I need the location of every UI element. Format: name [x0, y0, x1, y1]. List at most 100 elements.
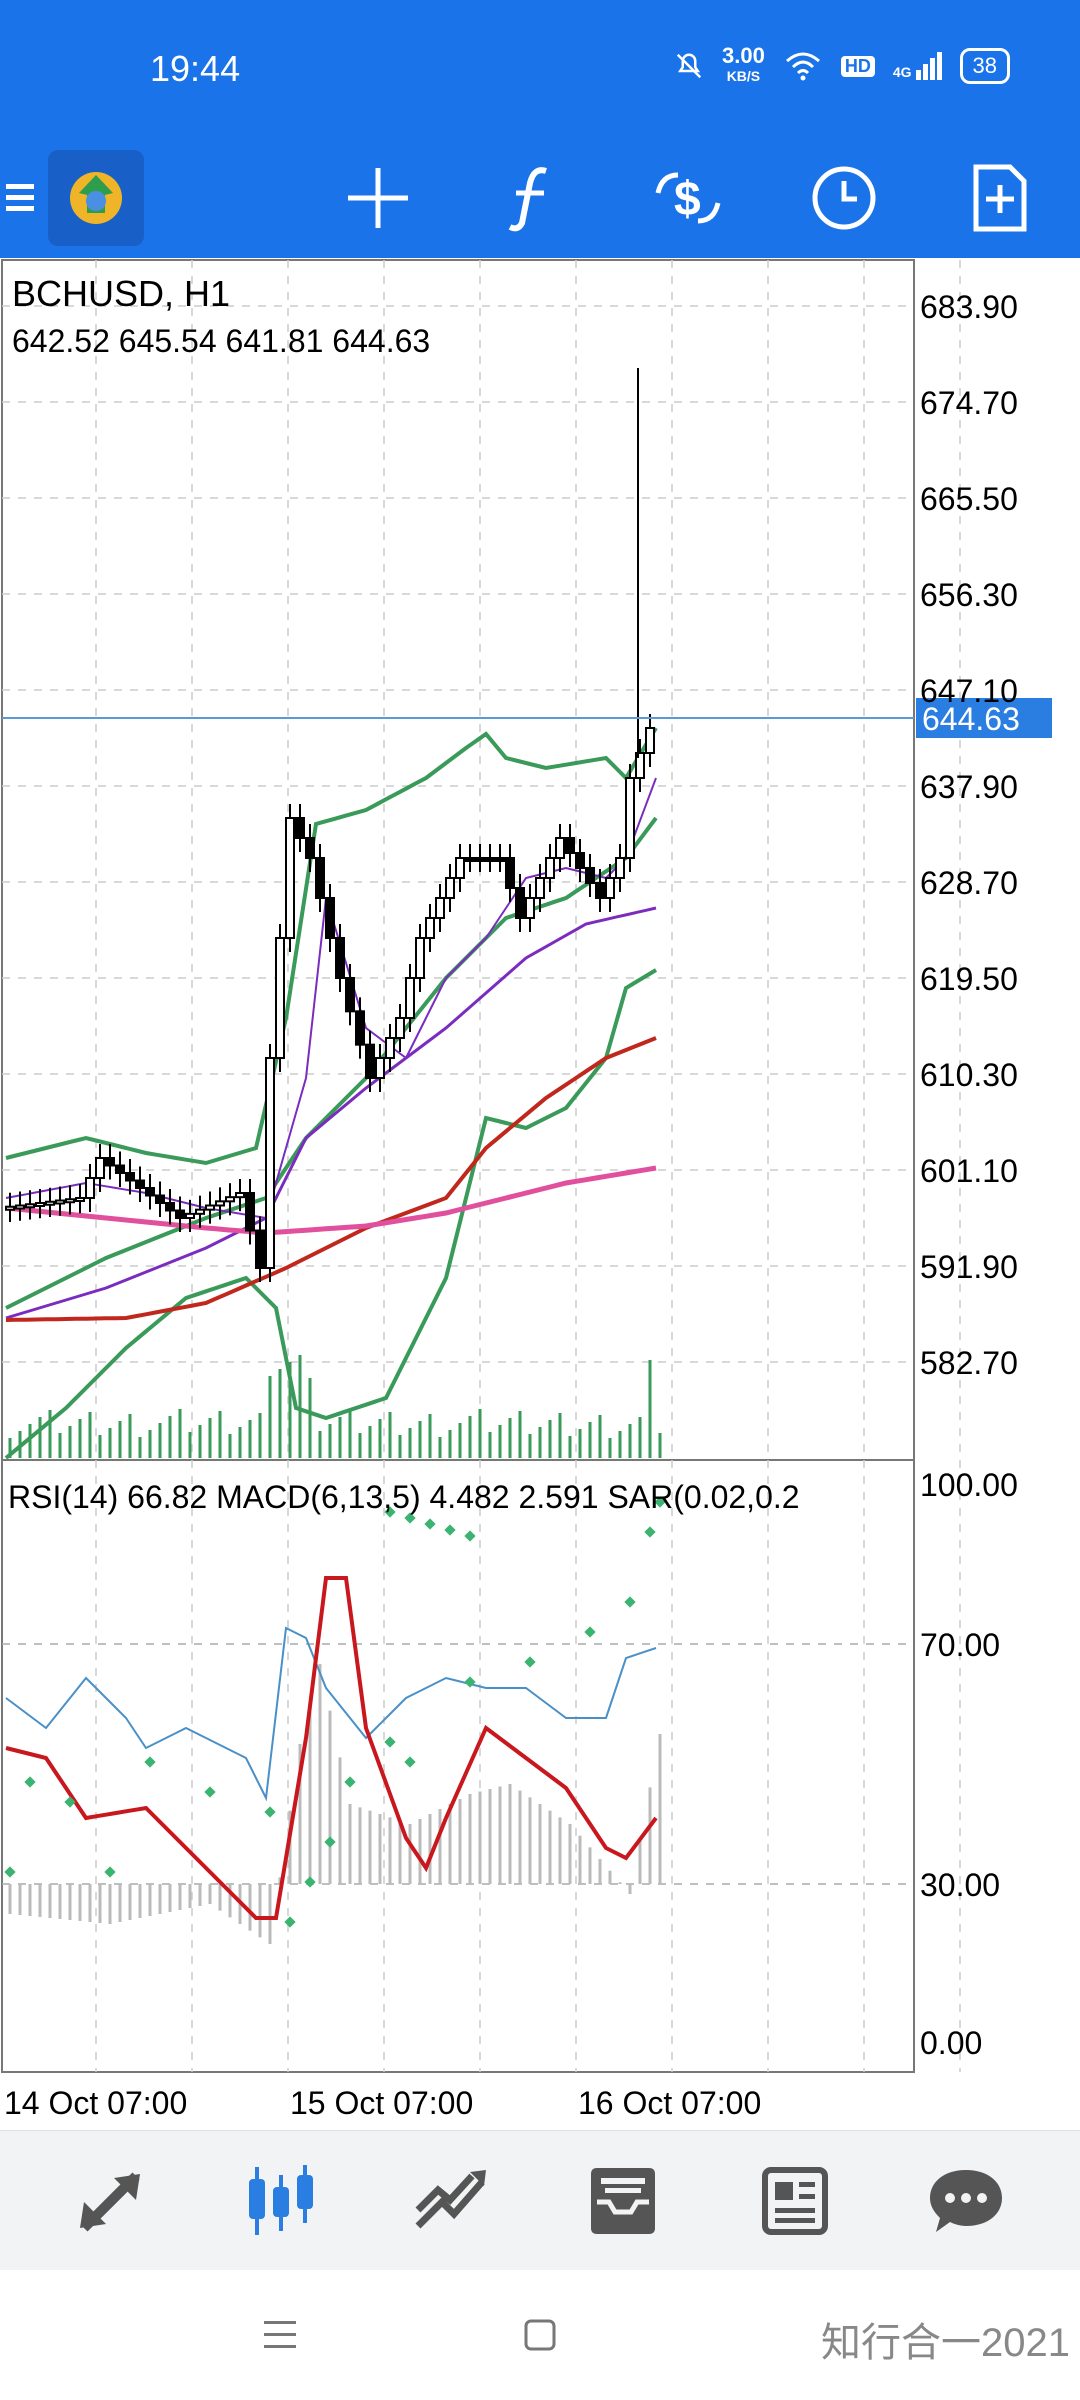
price-tick: 665.50	[920, 481, 1018, 517]
messages-icon[interactable]	[911, 2151, 1021, 2251]
candle-body	[305, 837, 315, 859]
candle-body	[465, 857, 475, 862]
news-icon[interactable]	[740, 2151, 850, 2251]
candle-body	[175, 1209, 185, 1219]
sar-dot	[104, 1866, 116, 1878]
macd-histogram	[8, 1664, 662, 1944]
chart-grid	[2, 260, 961, 2072]
sar-dot	[304, 1876, 316, 1888]
candle-body	[395, 1017, 405, 1039]
clock: 19:44	[150, 48, 241, 89]
candle-body	[45, 1200, 55, 1206]
price-chart[interactable]: 644.63 BCHUSD, H1 642.52 645.54 641.81 6…	[0, 258, 1080, 2130]
candle-body	[265, 1057, 275, 1269]
parabolic-sar	[4, 1496, 666, 1928]
timeframe-clock-icon[interactable]	[804, 158, 884, 238]
bollinger-middle	[5, 816, 658, 1310]
new-order-icon[interactable]	[960, 158, 1040, 238]
sar-dot	[384, 1736, 396, 1748]
quotes-icon[interactable]	[55, 2151, 165, 2251]
sar-dot	[444, 1524, 456, 1536]
candle-body	[155, 1194, 165, 1204]
sar-dot	[284, 1916, 296, 1928]
sar-dot	[424, 1518, 436, 1530]
candle-body	[605, 877, 615, 899]
candle-body	[475, 857, 485, 862]
sar-dot	[144, 1756, 156, 1768]
menu-icon[interactable]	[0, 158, 60, 238]
home-icon[interactable]	[510, 2310, 570, 2360]
indicator-tick: 70.00	[920, 1627, 1000, 1663]
ma-slow	[5, 1036, 657, 1322]
candle-body	[565, 837, 575, 854]
price-tick: 683.90	[920, 289, 1018, 325]
candle-body	[225, 1196, 235, 1203]
candle-body	[615, 857, 625, 879]
price-tick: 582.70	[920, 1345, 1018, 1381]
sar-dot	[464, 1676, 476, 1688]
candle-body	[95, 1157, 105, 1179]
candle-body	[645, 727, 655, 754]
hd-badge: HD	[840, 55, 875, 77]
candle-body	[625, 777, 635, 859]
candle-body	[145, 1187, 155, 1197]
candle-body	[535, 877, 545, 899]
price-tick: 674.70	[920, 385, 1018, 421]
candle-body	[575, 852, 585, 869]
candle-body	[355, 1010, 365, 1046]
candle-body	[455, 857, 465, 879]
price-tick: 591.90	[920, 1249, 1018, 1285]
sar-dot	[344, 1776, 356, 1788]
candle-body	[115, 1164, 125, 1174]
price-tick: 637.90	[920, 769, 1018, 805]
watermark: 知行合一2021	[821, 2321, 1070, 2365]
candle-body	[85, 1177, 95, 1199]
current-price-tag	[916, 698, 1052, 738]
candle-body	[35, 1202, 45, 1207]
price-tick: 656.30	[920, 577, 1018, 613]
battery-icon: 38	[959, 48, 1010, 84]
candle-body	[635, 752, 645, 779]
date-tick: 16 Oct 07:00	[578, 2085, 761, 2121]
indicator-axis: 100.00 70.00 30.00 0.00	[920, 1467, 1018, 2061]
candle-body	[495, 857, 505, 862]
sar-dot	[4, 1866, 16, 1878]
indicator-frame	[1, 1459, 915, 2073]
candle-body	[525, 897, 535, 919]
candle-body	[445, 877, 455, 899]
price-tick: 601.10	[920, 1153, 1018, 1189]
indicator-lines	[5, 1576, 658, 1920]
wifi-icon	[785, 52, 820, 81]
candle-body	[385, 1037, 395, 1059]
indicator-tick: 0.00	[920, 2025, 982, 2061]
candle-body	[235, 1192, 245, 1199]
crosshair-icon[interactable]	[338, 158, 418, 238]
candle-body	[185, 1212, 195, 1219]
candle-body	[555, 837, 565, 859]
chart-icon[interactable]	[226, 2151, 336, 2251]
candle-body	[345, 977, 355, 1013]
symbols-icon[interactable]: $	[648, 158, 728, 238]
candle-body	[585, 867, 595, 884]
date-tick: 15 Oct 07:00	[290, 2085, 473, 2121]
candle-body	[365, 1043, 375, 1080]
chart-toolbar: $	[0, 140, 1080, 258]
trade-icon[interactable]	[397, 2151, 507, 2251]
sar-dot	[644, 1526, 656, 1538]
candle-body	[485, 857, 495, 862]
candle-body	[415, 937, 425, 979]
sar-dot	[404, 1756, 416, 1768]
sar-dot	[464, 1530, 476, 1542]
net-speed: 3.00 KB/S	[722, 43, 765, 85]
app-logo[interactable]	[48, 150, 144, 246]
history-icon[interactable]	[568, 2151, 678, 2251]
price-axis: 683.90 674.70 665.50 656.30 647.10 637.9…	[920, 289, 1018, 1381]
candle-body	[165, 1202, 175, 1212]
candle-body	[325, 897, 335, 939]
candle-body	[65, 1198, 75, 1204]
sar-dot	[204, 1786, 216, 1798]
recent-apps-icon[interactable]	[250, 2310, 310, 2360]
macd-signal-line	[5, 1576, 658, 1920]
chart-area[interactable]: 644.63 BCHUSD, H1 642.52 645.54 641.81 6…	[0, 258, 1080, 2130]
indicators-icon[interactable]	[492, 158, 572, 238]
